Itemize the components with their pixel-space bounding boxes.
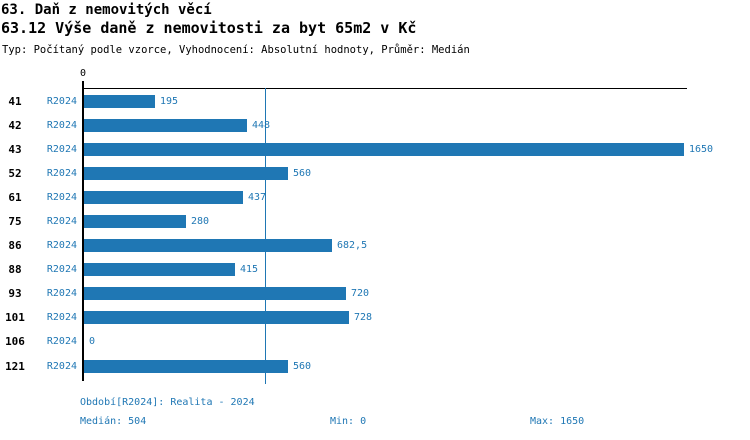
chart-row: 86 R2024 682,5 xyxy=(0,234,750,258)
row-category-label: 42 xyxy=(8,118,22,132)
chart-rows: 41 R2024 195 42 R2024 448 43 R2024 1650 52 R2024 56… xyxy=(0,89,750,378)
row-period-label: R2024 xyxy=(46,95,77,107)
bar-value-label: 448 xyxy=(252,119,271,131)
chart-row: 41 R2024 195 xyxy=(0,89,750,113)
row-category-label: 106 xyxy=(5,335,25,349)
bar xyxy=(84,359,288,373)
bar-value-label: 195 xyxy=(160,95,179,107)
row-period-label: R2024 xyxy=(46,336,77,348)
bar-value-label: 682,5 xyxy=(337,240,368,252)
x-axis-line xyxy=(82,88,687,89)
chart-row: 88 R2024 415 xyxy=(0,258,750,282)
stat-max: Max: 1650 xyxy=(530,416,584,427)
row-category-label: 41 xyxy=(8,94,22,108)
bar-value-label: 415 xyxy=(240,264,259,276)
bar xyxy=(84,118,247,132)
bar xyxy=(84,311,349,325)
chart-row: 121 R2024 560 xyxy=(0,354,750,378)
chart-row: 52 R2024 560 xyxy=(0,161,750,185)
bar xyxy=(84,166,288,180)
bar xyxy=(84,94,155,108)
stat-median: Medián: 504 xyxy=(80,416,146,427)
chart-title: 63. Daň z nemovitých věcí xyxy=(1,2,212,18)
chart-row: 75 R2024 280 xyxy=(0,209,750,233)
chart-meta-info: Typ: Počítaný podle vzorce, Vyhodnocení:… xyxy=(2,44,470,56)
bar-value-label: 720 xyxy=(351,288,370,300)
period-label: Období[R2024]: Realita - 2024 xyxy=(80,397,255,408)
bar xyxy=(84,190,243,204)
period-value-text: Realita - 2024 xyxy=(170,397,255,408)
chart-row: 61 R2024 437 xyxy=(0,185,750,209)
stat-min-value: 0 xyxy=(360,416,367,427)
row-period-label: R2024 xyxy=(46,143,77,155)
stat-min-label: Min: xyxy=(330,416,355,427)
chart-row: 42 R2024 448 xyxy=(0,113,750,137)
row-category-label: 52 xyxy=(8,166,22,180)
bar xyxy=(84,239,332,253)
chart-row: 101 R2024 728 xyxy=(0,306,750,330)
y-axis-line xyxy=(82,81,84,381)
period-label-text: Období[R2024]: xyxy=(80,397,165,408)
bar-value-label: 728 xyxy=(354,312,373,324)
row-period-label: R2024 xyxy=(46,240,77,252)
row-category-label: 101 xyxy=(5,311,25,325)
bar xyxy=(84,287,346,301)
row-period-label: R2024 xyxy=(46,167,77,179)
bar xyxy=(84,263,235,277)
bar xyxy=(84,215,186,229)
bar-value-label: 437 xyxy=(248,191,267,203)
row-period-label: R2024 xyxy=(46,216,77,228)
row-period-label: R2024 xyxy=(46,191,77,203)
chart-row: 106 R2024 0 xyxy=(0,330,750,354)
row-category-label: 88 xyxy=(8,263,22,277)
x-axis-zero-tick: 0 xyxy=(79,68,87,79)
row-period-label: R2024 xyxy=(46,288,77,300)
row-category-label: 86 xyxy=(8,239,22,253)
stat-median-label: Medián: xyxy=(80,416,123,427)
stat-max-value: 1650 xyxy=(560,416,585,427)
bar-value-label: 280 xyxy=(191,216,210,228)
bar-value-label: 560 xyxy=(293,167,312,179)
row-period-label: R2024 xyxy=(46,360,77,372)
row-period-label: R2024 xyxy=(46,119,77,131)
median-line xyxy=(265,88,266,384)
chart-subtitle: 63.12 Výše daně z nemovitosti za byt 65m… xyxy=(1,19,417,37)
row-category-label: 121 xyxy=(5,359,25,373)
row-category-label: 43 xyxy=(8,142,22,156)
row-period-label: R2024 xyxy=(46,264,77,276)
stat-median-value: 504 xyxy=(128,416,147,427)
row-category-label: 75 xyxy=(8,215,22,229)
row-category-label: 61 xyxy=(8,190,22,204)
row-period-label: R2024 xyxy=(46,312,77,324)
stat-min: Min: 0 xyxy=(330,416,366,427)
bar-value-label: 1650 xyxy=(689,143,714,155)
bar-value-label: 560 xyxy=(293,360,312,372)
chart-row: 93 R2024 720 xyxy=(0,282,750,306)
chart-row: 43 R2024 1650 xyxy=(0,137,750,161)
bar xyxy=(84,142,684,156)
row-category-label: 93 xyxy=(8,287,22,301)
bar-value-label: 0 xyxy=(89,336,96,348)
stat-max-label: Max: xyxy=(530,416,555,427)
